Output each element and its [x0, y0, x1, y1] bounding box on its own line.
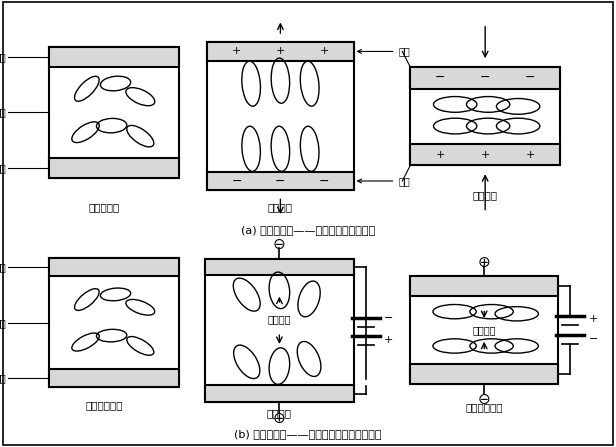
Bar — [207, 42, 354, 61]
Text: 电极: 电极 — [0, 262, 6, 272]
Text: 内应缩力: 内应缩力 — [472, 325, 496, 335]
Bar — [49, 46, 179, 67]
Bar — [49, 258, 179, 276]
Text: ⊕: ⊕ — [273, 411, 286, 426]
Text: −: − — [435, 72, 445, 84]
Text: +: + — [589, 314, 598, 324]
Text: −: − — [525, 72, 535, 84]
Bar — [205, 259, 354, 402]
Text: 电荷: 电荷 — [358, 176, 410, 186]
Text: +: + — [232, 46, 241, 56]
Bar — [49, 46, 179, 178]
Text: 外加反向电场: 外加反向电场 — [466, 402, 503, 412]
Text: 拉伸外力: 拉伸外力 — [268, 202, 293, 212]
Text: +: + — [525, 150, 535, 160]
Bar — [410, 276, 558, 384]
Bar — [49, 158, 179, 178]
Text: 电极: 电极 — [0, 373, 6, 383]
Text: +: + — [436, 150, 445, 160]
Text: ⊕: ⊕ — [478, 254, 490, 270]
Text: 压缩外力: 压缩外力 — [472, 190, 498, 200]
Text: 外加电场: 外加电场 — [267, 408, 292, 418]
Text: 电极: 电极 — [0, 52, 6, 62]
Text: 未加压力时: 未加压力时 — [89, 202, 120, 212]
Text: (a) 正压电效应——外力使晶体产生电荷: (a) 正压电效应——外力使晶体产生电荷 — [241, 225, 375, 235]
Text: −: − — [589, 334, 598, 344]
Text: +: + — [320, 46, 329, 56]
Text: 晶体: 晶体 — [0, 107, 6, 118]
Bar — [49, 258, 179, 387]
Text: ⊖: ⊖ — [273, 237, 286, 252]
Text: 未施加电场时: 未施加电场时 — [86, 400, 123, 410]
Bar — [205, 259, 354, 275]
Bar — [410, 276, 558, 296]
Text: 电极: 电极 — [0, 163, 6, 173]
Bar — [207, 42, 354, 190]
Text: 内应张力: 内应张力 — [267, 314, 291, 325]
Bar — [410, 67, 560, 165]
Text: ⊖: ⊖ — [478, 392, 490, 407]
Text: +: + — [383, 334, 393, 345]
Text: 电荷: 电荷 — [358, 46, 410, 56]
Text: −: − — [383, 312, 393, 323]
Bar — [410, 144, 560, 165]
Bar — [49, 369, 179, 387]
Text: −: − — [275, 174, 286, 187]
Text: (b) 逆压电效应——外加电场使晶体产生形变: (b) 逆压电效应——外加电场使晶体产生形变 — [234, 430, 382, 439]
Text: −: − — [319, 174, 330, 187]
Text: +: + — [480, 150, 490, 160]
Text: −: − — [231, 174, 241, 187]
Text: +: + — [276, 46, 285, 56]
Bar — [205, 385, 354, 402]
Text: −: − — [480, 72, 490, 84]
Text: 晶体: 晶体 — [0, 318, 6, 328]
Bar — [410, 364, 558, 384]
Bar — [410, 67, 560, 89]
Bar — [207, 172, 354, 190]
